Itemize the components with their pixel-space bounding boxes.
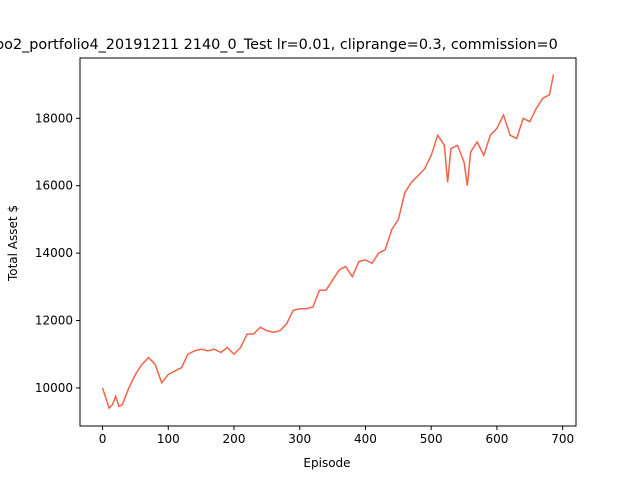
x-tick-label: 100: [157, 432, 180, 446]
chart-title: po2_portfolio4_20191211 2140_0_Test lr=0…: [0, 37, 558, 53]
y-tick-label: 10000: [35, 381, 73, 395]
y-axis-label: Total Asset $: [6, 205, 20, 282]
plot-frame: [79, 57, 577, 427]
y-tick-label: 16000: [35, 179, 73, 193]
x-axis-label: Episode: [303, 456, 350, 470]
x-tick-label: 600: [485, 432, 508, 446]
y-tick-label: 14000: [35, 246, 73, 260]
x-tick-label: 300: [288, 432, 311, 446]
x-tick-label: 500: [420, 432, 443, 446]
data-line: [101, 74, 555, 410]
x-tick-label: 200: [223, 432, 246, 446]
x-tick-label: 700: [551, 432, 574, 446]
x-tick-label: 0: [99, 432, 107, 446]
x-tick-label: 400: [354, 432, 377, 446]
y-tick-label: 18000: [35, 111, 73, 125]
y-tick-label: 12000: [35, 314, 73, 328]
